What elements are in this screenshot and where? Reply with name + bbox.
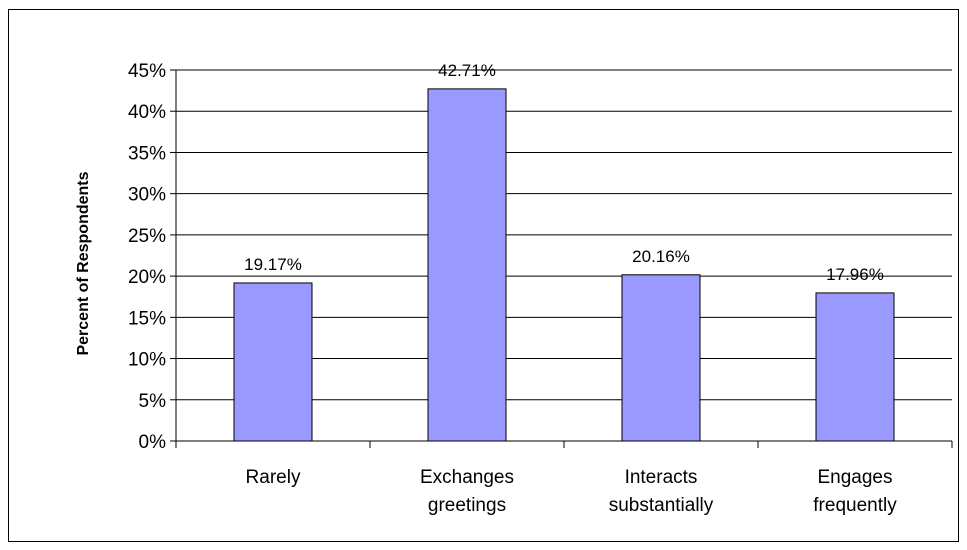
chart-frame: 0% 5% 10% 15% 20% 25% 30% 35% 40% 45% Rarely Exchan… [8, 9, 959, 542]
bar [815, 292, 895, 442]
y-tick-label: 25% [128, 226, 166, 247]
bar [427, 88, 507, 442]
y-tick-label: 10% [128, 350, 166, 371]
bar [233, 282, 313, 442]
y-tick-label: 5% [139, 391, 167, 412]
bar-data-label: 42.71% [438, 61, 496, 80]
y-tick-label: 20% [128, 267, 166, 288]
axes: 0% 5% 10% 15% 20% 25% 30% 35% 40% 45% Rarely Exchan… [128, 61, 953, 516]
x-category-label: Rarely [246, 467, 301, 488]
x-category-label: Engages [817, 467, 892, 488]
bars [233, 88, 895, 442]
y-tick-label: 35% [128, 143, 166, 164]
y-tick-label: 0% [139, 432, 167, 453]
bar-data-label: 20.16% [632, 247, 690, 266]
y-tick-label: 40% [128, 102, 166, 123]
bar-chart: 0% 5% 10% 15% 20% 25% 30% 35% 40% 45% Rarely Exchan… [75, 61, 953, 516]
bar [621, 274, 701, 442]
y-tick-label: 45% [128, 61, 166, 82]
bar-data-label: 17.96% [826, 265, 884, 284]
x-category-label: Interacts [625, 467, 698, 488]
x-category-label: greetings [428, 495, 506, 516]
y-tick-label: 15% [128, 308, 166, 329]
y-tick-label: 30% [128, 185, 166, 206]
x-category-label: Exchanges [420, 467, 514, 488]
x-category-label: substantially [609, 495, 714, 516]
y-axis-title: Percent of Respondents [75, 171, 92, 355]
data-labels: 19.17% 42.71% 20.16% 17.96% [244, 61, 884, 284]
x-category-label: frequently [813, 495, 897, 516]
bar-data-label: 19.17% [244, 255, 302, 274]
